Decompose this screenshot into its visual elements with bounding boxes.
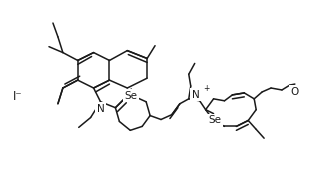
Text: Se: Se	[208, 115, 221, 125]
Text: I⁻: I⁻	[12, 90, 22, 103]
Text: Se: Se	[125, 91, 138, 101]
Text: N: N	[192, 90, 200, 100]
Text: O: O	[291, 87, 299, 97]
Text: +: +	[203, 84, 210, 93]
Text: N: N	[97, 104, 104, 114]
